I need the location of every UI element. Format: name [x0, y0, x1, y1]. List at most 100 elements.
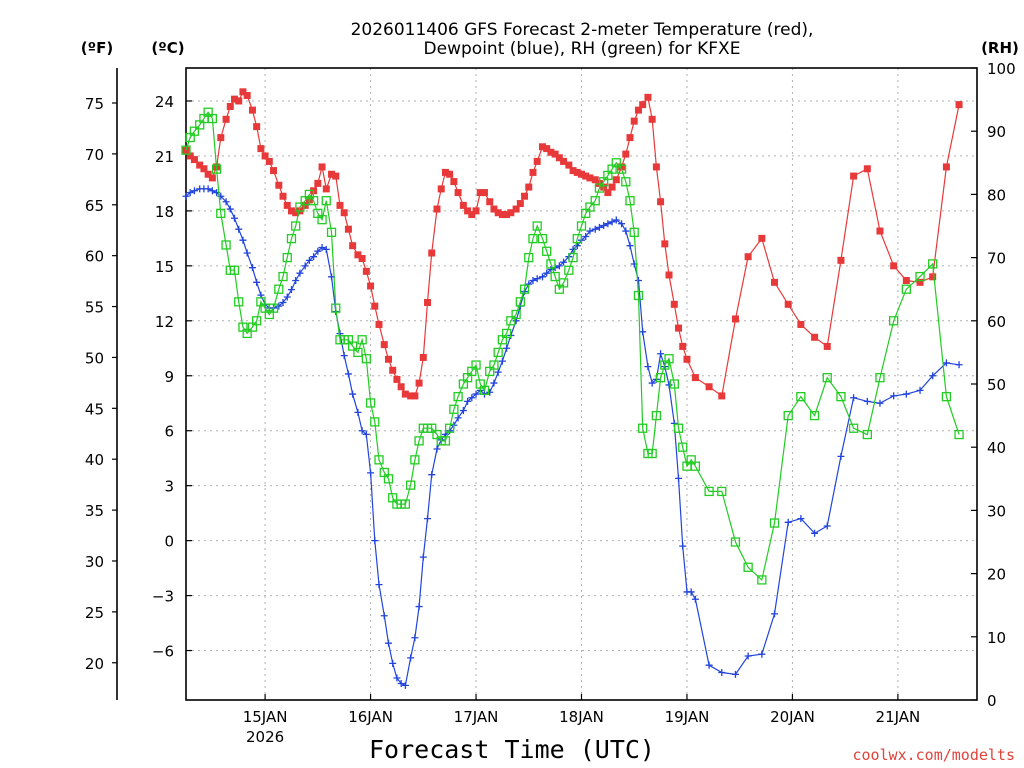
- temperature-point: [480, 189, 488, 197]
- dewpoint-point: [626, 242, 634, 250]
- dewpoint-point: [731, 670, 739, 678]
- temperature-point: [450, 178, 458, 186]
- dewpoint-point: [340, 352, 348, 360]
- fahrenheit-unit-label: (ºF): [81, 39, 113, 57]
- temperature-point: [424, 298, 432, 306]
- temperature-point: [494, 209, 502, 217]
- dewpoint-point: [243, 249, 251, 257]
- dewpoint-point: [797, 515, 805, 523]
- dewpoint-point: [217, 192, 225, 200]
- rh-point: [440, 436, 451, 446]
- rh-point: [278, 271, 288, 282]
- temperature-point: [902, 276, 910, 284]
- temperature-point: [612, 176, 620, 184]
- temperature-point: [243, 91, 251, 99]
- temperature-point: [648, 115, 656, 123]
- temperature-point: [204, 170, 212, 178]
- temperature-point: [226, 102, 234, 110]
- temperature-point: [459, 201, 467, 209]
- dewpoint-point: [691, 595, 699, 603]
- rh-point: [633, 290, 644, 301]
- temperature-point: [292, 209, 300, 217]
- rh-point: [629, 227, 639, 237]
- rh-point: [242, 328, 252, 339]
- rh-point: [374, 455, 384, 465]
- temperature-point: [257, 145, 265, 153]
- temperature-point: [758, 234, 766, 242]
- temperature-point: [182, 146, 190, 154]
- temperature-point: [301, 201, 309, 209]
- rh-point: [515, 297, 525, 307]
- dewpoint-point: [314, 247, 322, 255]
- dewpoint-point: [784, 518, 792, 526]
- dewpoint-point: [407, 654, 415, 662]
- temperature-point: [863, 165, 871, 173]
- rh-point: [347, 341, 358, 351]
- temperature-point: [929, 273, 937, 281]
- temperature-point: [618, 163, 626, 171]
- rh-unit-label: (RH): [981, 39, 1019, 57]
- rh-point: [783, 410, 793, 421]
- chart-title-line-2: Dewpoint (blue), RH (green) for KFXE: [424, 39, 741, 59]
- dewpoint-point: [560, 258, 568, 266]
- temperature-point: [890, 262, 898, 270]
- celsius-tick-label: 9: [164, 368, 174, 386]
- dewpoint-point: [367, 469, 375, 477]
- rh-point: [181, 145, 191, 155]
- temperature-point: [248, 106, 256, 114]
- temperature-point: [670, 300, 678, 308]
- rh-point: [286, 233, 297, 244]
- rh-point: [809, 410, 820, 421]
- rh-point: [616, 164, 627, 174]
- temperature-point: [876, 227, 884, 235]
- rh-point: [546, 259, 556, 269]
- temperature-point: [538, 143, 546, 151]
- temperature-point: [665, 271, 673, 279]
- dewpoint-point: [411, 634, 419, 642]
- rh-point: [326, 227, 337, 237]
- rh-point: [550, 271, 560, 282]
- rh-point: [414, 436, 424, 446]
- dewpoint-point: [222, 198, 230, 206]
- fahrenheit-tick-label: 55: [85, 299, 104, 317]
- dewpoint-point: [744, 652, 752, 660]
- rh-point: [445, 423, 455, 433]
- dewpoint-point: [239, 236, 247, 244]
- temperature-point: [622, 150, 630, 158]
- temperature-point: [265, 157, 273, 165]
- temperature-point: [344, 225, 352, 233]
- temperature-point: [771, 278, 779, 286]
- temperature-point: [380, 341, 388, 349]
- dewpoint-point: [555, 262, 563, 270]
- rh-point: [564, 265, 574, 275]
- rh-point: [625, 196, 635, 206]
- temperature-point: [318, 163, 326, 171]
- dewpoint-point: [758, 650, 766, 658]
- temperature-point: [490, 205, 498, 213]
- dewpoint-point: [182, 192, 190, 200]
- dewpoint-point: [890, 392, 898, 400]
- fahrenheit-tick-label: 30: [85, 553, 104, 571]
- temperature-point: [261, 152, 269, 160]
- dewpoint-point: [349, 390, 357, 398]
- fahrenheit-tick-label: 35: [85, 502, 104, 520]
- temperature-point: [507, 209, 515, 217]
- dewpoint-point: [955, 361, 963, 369]
- dewpoint-point: [248, 264, 256, 272]
- temperature-point: [231, 95, 239, 103]
- temperature-point: [797, 320, 805, 328]
- x-tick-label: 20JAN: [770, 708, 815, 726]
- temperature-point: [200, 165, 208, 173]
- rh-tick-label: 100: [987, 60, 1016, 78]
- temperature-point: [591, 176, 599, 184]
- temperature-point: [731, 315, 739, 323]
- dewpoint-point: [310, 253, 318, 261]
- dewpoint-point: [296, 269, 304, 277]
- dewpoint-point: [393, 674, 401, 682]
- temperature-point: [190, 156, 198, 164]
- dewpoint-point: [433, 445, 441, 453]
- temperature-point: [533, 157, 541, 165]
- rh-point: [678, 442, 688, 452]
- rh-point: [836, 391, 846, 402]
